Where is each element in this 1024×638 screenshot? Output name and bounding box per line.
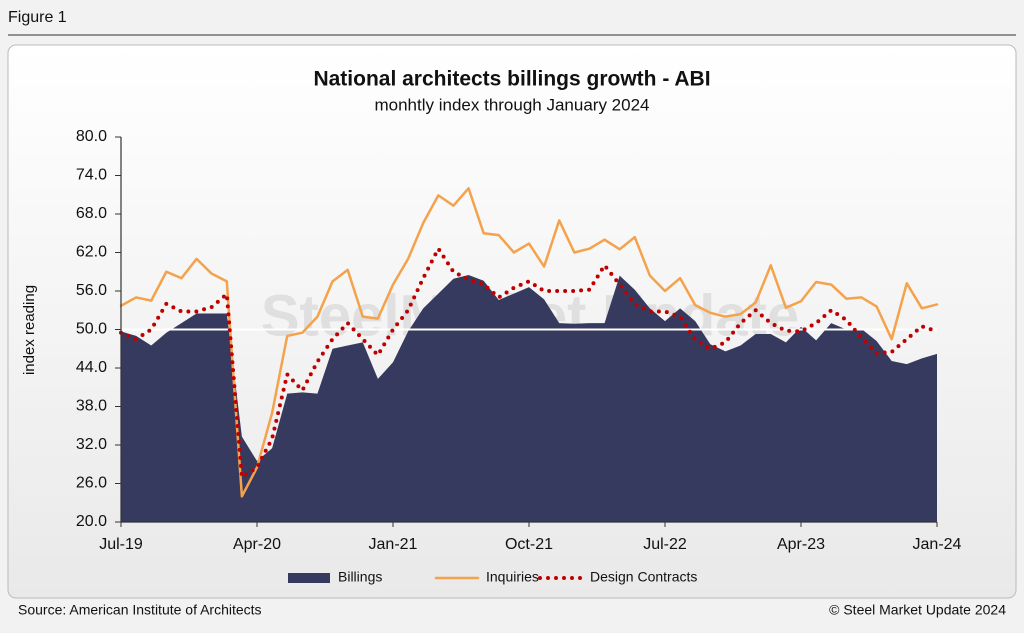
y-tick-label: 38.0 <box>76 398 107 415</box>
y-tick-label: 20.0 <box>76 513 107 530</box>
y-tick-label: 26.0 <box>76 475 107 492</box>
legend-label: Design Contracts <box>590 569 697 585</box>
legend-item: Billings <box>288 569 382 585</box>
x-tick-label: Oct-21 <box>505 536 553 553</box>
chart-subtitle: monhtly index through January 2024 <box>374 95 649 114</box>
plot-area: 20.0 26.0 32.0 38.0 44.0 50.0 56.0 62.0 68.0 74.0… <box>76 128 962 584</box>
copyright-note: © Steel Market Update 2024 <box>829 602 1006 618</box>
y-tick-label: 74.0 <box>76 167 107 184</box>
x-tick-label: Jan-24 <box>913 536 962 553</box>
legend-label: Inquiries <box>486 569 539 585</box>
dotted-series <box>119 246 939 480</box>
figure-header: Figure 1 <box>8 9 67 26</box>
y-tick-label: 44.0 <box>76 359 107 376</box>
x-tick-label: Apr-23 <box>777 536 825 553</box>
y-tick-label: 50.0 <box>76 321 107 338</box>
x-tick-label: Apr-20 <box>233 536 281 553</box>
legend-item: Design Contracts <box>538 569 697 585</box>
y-tick-label: 56.0 <box>76 282 107 299</box>
area-series <box>121 274 937 522</box>
line-series <box>119 187 939 498</box>
legend-item: Inquiries <box>434 569 539 585</box>
chart-title: National architects billings growth - AB… <box>313 68 710 91</box>
y-tick-label: 62.0 <box>76 244 107 261</box>
legend-label: Billings <box>338 569 382 585</box>
y-tick-label: 68.0 <box>76 205 107 222</box>
legend-swatch <box>288 573 330 583</box>
x-tick-label: Jul-19 <box>99 536 143 553</box>
x-tick-label: Jan-21 <box>369 536 418 553</box>
y-tick-label: 32.0 <box>76 436 107 453</box>
y-axis-label: index reading <box>21 285 38 375</box>
source-note: Source: American Institute of Architects <box>18 602 262 618</box>
y-tick-label: 80.0 <box>76 128 107 145</box>
x-tick-label: Jul-22 <box>643 536 687 553</box>
